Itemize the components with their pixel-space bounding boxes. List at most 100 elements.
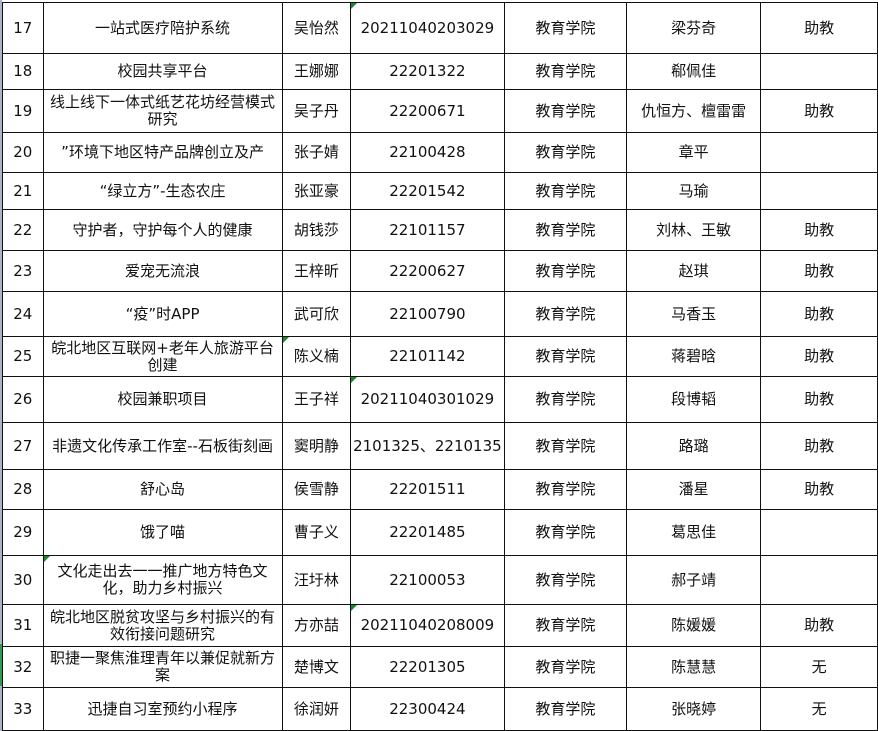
cell-title[interactable] (760, 509, 878, 556)
cell-no[interactable]: 29 (2, 509, 44, 556)
cell-student-id[interactable]: 20211040208009 (350, 604, 505, 647)
cell-leader[interactable]: 王子祥 (281, 376, 352, 423)
cell-title[interactable]: 无 (760, 687, 878, 731)
cell-leader[interactable]: 楚博文 (281, 646, 352, 688)
cell-student-id[interactable]: 22101157 (350, 209, 505, 251)
cell-college[interactable]: 教育学院 (503, 209, 628, 251)
cell-student-id[interactable]: 22100428 (350, 132, 505, 173)
cell-project[interactable]: 非遗文化传承工作室--石板街刻画 (42, 422, 283, 470)
cell-project[interactable]: 一站式医疗陪护系统 (42, 2, 283, 54)
cell-college[interactable]: 教育学院 (503, 291, 628, 337)
cell-student-id[interactable]: 22100053 (350, 555, 505, 605)
cell-leader[interactable]: 方亦喆 (281, 604, 352, 647)
cell-student-id[interactable]: 22201485 (350, 509, 505, 556)
cell-no[interactable]: 33 (2, 687, 44, 731)
cell-title[interactable]: 助教 (760, 209, 878, 251)
cell-project[interactable]: 守护者，守护每个人的健康 (42, 209, 283, 251)
cell-title[interactable]: 助教 (760, 469, 878, 510)
cell-leader[interactable]: 汪圩林 (281, 555, 352, 605)
cell-student-id[interactable]: 22201305 (350, 646, 505, 688)
cell-title[interactable]: 助教 (760, 291, 878, 337)
cell-leader[interactable]: 侯雪静 (281, 469, 352, 510)
cell-title[interactable]: 助教 (760, 376, 878, 423)
cell-college[interactable]: 教育学院 (503, 132, 628, 173)
cell-project[interactable]: 皖北地区互联网+老年人旅游平台创建 (42, 336, 283, 377)
cell-title[interactable]: 助教 (760, 2, 878, 54)
cell-advisor[interactable]: 马瑜 (626, 172, 762, 210)
cell-leader[interactable]: 吴子丹 (281, 89, 352, 133)
cell-college[interactable]: 教育学院 (503, 604, 628, 647)
cell-student-id[interactable]: 22101142 (350, 336, 505, 377)
cell-no[interactable]: 32 (2, 646, 44, 688)
cell-student-id[interactable]: 22201322 (350, 53, 505, 90)
cell-student-id[interactable]: 20211040203029 (350, 2, 505, 54)
cell-college[interactable]: 教育学院 (503, 172, 628, 210)
cell-college[interactable]: 教育学院 (503, 687, 628, 731)
cell-college[interactable]: 教育学院 (503, 376, 628, 423)
cell-no[interactable]: 28 (2, 469, 44, 510)
cell-title[interactable]: 助教 (760, 336, 878, 377)
cell-title[interactable] (760, 555, 878, 605)
cell-no[interactable]: 22 (2, 209, 44, 251)
cell-advisor[interactable]: 陈媛媛 (626, 604, 762, 647)
cell-no[interactable]: 23 (2, 250, 44, 292)
cell-leader[interactable]: 张亚豪 (281, 172, 352, 210)
cell-no[interactable]: 21 (2, 172, 44, 210)
cell-no[interactable]: 26 (2, 376, 44, 423)
cell-student-id[interactable]: 22201542 (350, 172, 505, 210)
cell-advisor[interactable]: 赵琪 (626, 250, 762, 292)
cell-advisor[interactable]: 郗佩佳 (626, 53, 762, 90)
cell-project[interactable]: “绿立方”-生态农庄 (42, 172, 283, 210)
cell-project[interactable]: ”环境下地区特产品牌创立及产 (42, 132, 283, 173)
cell-project[interactable]: 爱宠无流浪 (42, 250, 283, 292)
cell-no[interactable]: 17 (2, 2, 44, 54)
cell-advisor[interactable]: 马香玉 (626, 291, 762, 337)
cell-advisor[interactable]: 蒋碧晗 (626, 336, 762, 377)
cell-title[interactable]: 助教 (760, 604, 878, 647)
cell-student-id[interactable]: 22201511 (350, 469, 505, 510)
cell-advisor[interactable]: 陈慧慧 (626, 646, 762, 688)
cell-student-id[interactable]: 2101325、2210135 (350, 422, 505, 470)
cell-title[interactable]: 助教 (760, 422, 878, 470)
cell-no[interactable]: 25 (2, 336, 44, 377)
cell-title[interactable] (760, 172, 878, 210)
cell-title[interactable] (760, 132, 878, 173)
cell-no[interactable]: 18 (2, 53, 44, 90)
cell-student-id[interactable]: 22200671 (350, 89, 505, 133)
cell-college[interactable]: 教育学院 (503, 469, 628, 510)
cell-student-id[interactable]: 22200627 (350, 250, 505, 292)
cell-advisor[interactable]: 郝子靖 (626, 555, 762, 605)
cell-title[interactable]: 助教 (760, 89, 878, 133)
cell-no[interactable]: 24 (2, 291, 44, 337)
cell-college[interactable]: 教育学院 (503, 2, 628, 54)
cell-college[interactable]: 教育学院 (503, 646, 628, 688)
cell-project[interactable]: 皖北地区脱贫攻坚与乡村振兴的有效衔接问题研究 (42, 604, 283, 647)
cell-college[interactable]: 教育学院 (503, 509, 628, 556)
cell-leader[interactable]: 吴怡然 (281, 2, 352, 54)
cell-project[interactable]: 饿了喵 (42, 509, 283, 556)
cell-project[interactable]: 迅捷自习室预约小程序 (42, 687, 283, 731)
cell-advisor[interactable]: 路璐 (626, 422, 762, 470)
cell-leader[interactable]: 徐润妍 (281, 687, 352, 731)
cell-project[interactable]: 职捷一聚焦淮理青年以兼促就新方案 (42, 646, 283, 688)
cell-college[interactable]: 教育学院 (503, 89, 628, 133)
cell-college[interactable]: 教育学院 (503, 250, 628, 292)
cell-advisor[interactable]: 仇恒方、檀雷雷 (626, 89, 762, 133)
cell-project[interactable]: 线上线下一体式纸艺花坊经营模式研究 (42, 89, 283, 133)
cell-no[interactable]: 19 (2, 89, 44, 133)
cell-title[interactable]: 助教 (760, 250, 878, 292)
cell-project[interactable]: 校园兼职项目 (42, 376, 283, 423)
cell-advisor[interactable]: 潘星 (626, 469, 762, 510)
cell-project[interactable]: 舒心岛 (42, 469, 283, 510)
cell-student-id[interactable]: 20211040301029 (350, 376, 505, 423)
cell-no[interactable]: 30 (2, 555, 44, 605)
cell-no[interactable]: 31 (2, 604, 44, 647)
cell-leader[interactable]: 武可欣 (281, 291, 352, 337)
cell-advisor[interactable]: 刘林、王敏 (626, 209, 762, 251)
cell-leader[interactable]: 王梓昕 (281, 250, 352, 292)
cell-no[interactable]: 20 (2, 132, 44, 173)
cell-leader[interactable]: 窦明静 (281, 422, 352, 470)
cell-advisor[interactable]: 葛思佳 (626, 509, 762, 556)
cell-title[interactable]: 无 (760, 646, 878, 688)
cell-student-id[interactable]: 22300424 (350, 687, 505, 731)
